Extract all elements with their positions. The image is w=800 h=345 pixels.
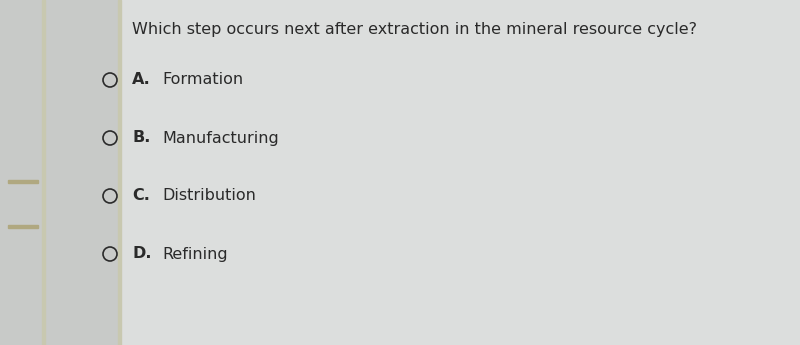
Bar (42, 0, 45, 345)
Bar (8, 225, 38, 227)
Text: Which step occurs next after extraction in the mineral resource cycle?: Which step occurs next after extraction … (132, 22, 697, 37)
Bar (8, 180, 38, 183)
Text: D.: D. (132, 246, 151, 262)
Text: C.: C. (132, 188, 150, 204)
Text: A.: A. (132, 72, 150, 88)
Bar (0, 0, 42, 345)
Text: Manufacturing: Manufacturing (162, 130, 278, 146)
Text: Refining: Refining (162, 246, 228, 262)
Text: Formation: Formation (162, 72, 243, 88)
Bar (121, 0, 800, 345)
Text: B.: B. (132, 130, 150, 146)
Text: Distribution: Distribution (162, 188, 256, 204)
Bar (118, 0, 121, 345)
